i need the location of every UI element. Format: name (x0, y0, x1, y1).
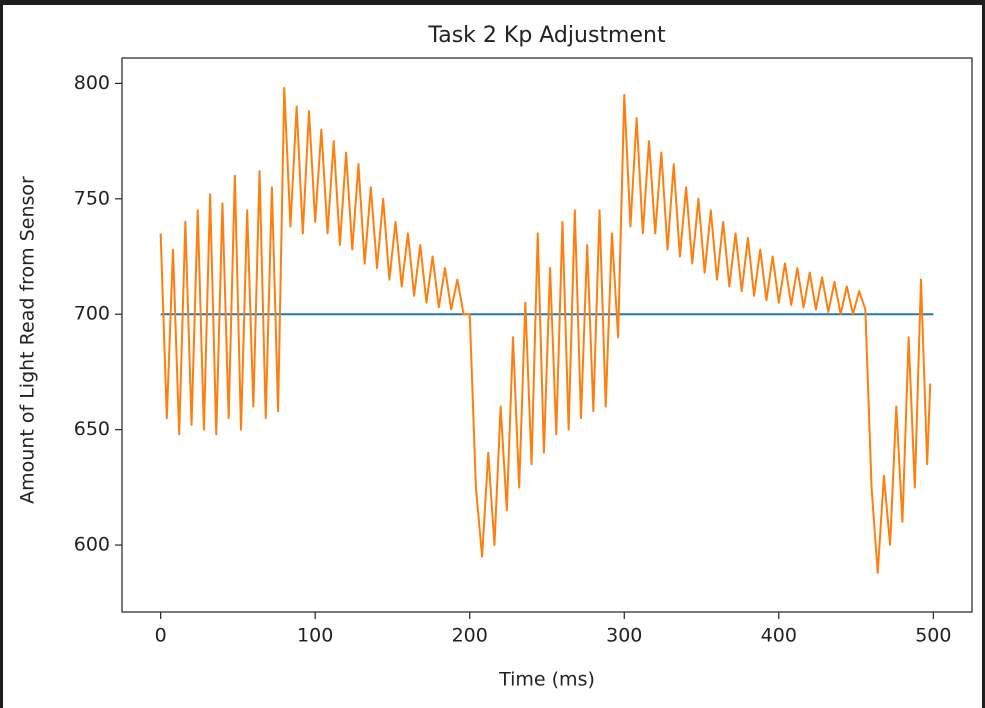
x-tick-label: 300 (606, 625, 642, 647)
x-tick-label: 500 (915, 625, 951, 647)
x-tick-label: 400 (761, 625, 797, 647)
x-axis-label: Time (ms) (498, 669, 595, 691)
y-tick-label: 800 (74, 72, 110, 94)
y-tick-label: 750 (74, 187, 110, 209)
y-tick-label: 650 (74, 418, 110, 440)
x-tick-label: 200 (452, 625, 488, 647)
window-edge (0, 0, 985, 5)
plot-frame (121, 57, 973, 613)
window-edge (982, 0, 985, 708)
y-tick-label: 700 (74, 303, 110, 325)
chart-title: Task 2 Kp Adjustment (427, 23, 666, 48)
y-axis-label: Amount of Light Read from Sensor (17, 176, 39, 504)
y-tick-label: 600 (74, 534, 110, 556)
data-line (159, 87, 932, 574)
window-edge (0, 0, 3, 708)
x-tick-label: 0 (155, 625, 167, 647)
x-tick-label: 100 (297, 625, 333, 647)
